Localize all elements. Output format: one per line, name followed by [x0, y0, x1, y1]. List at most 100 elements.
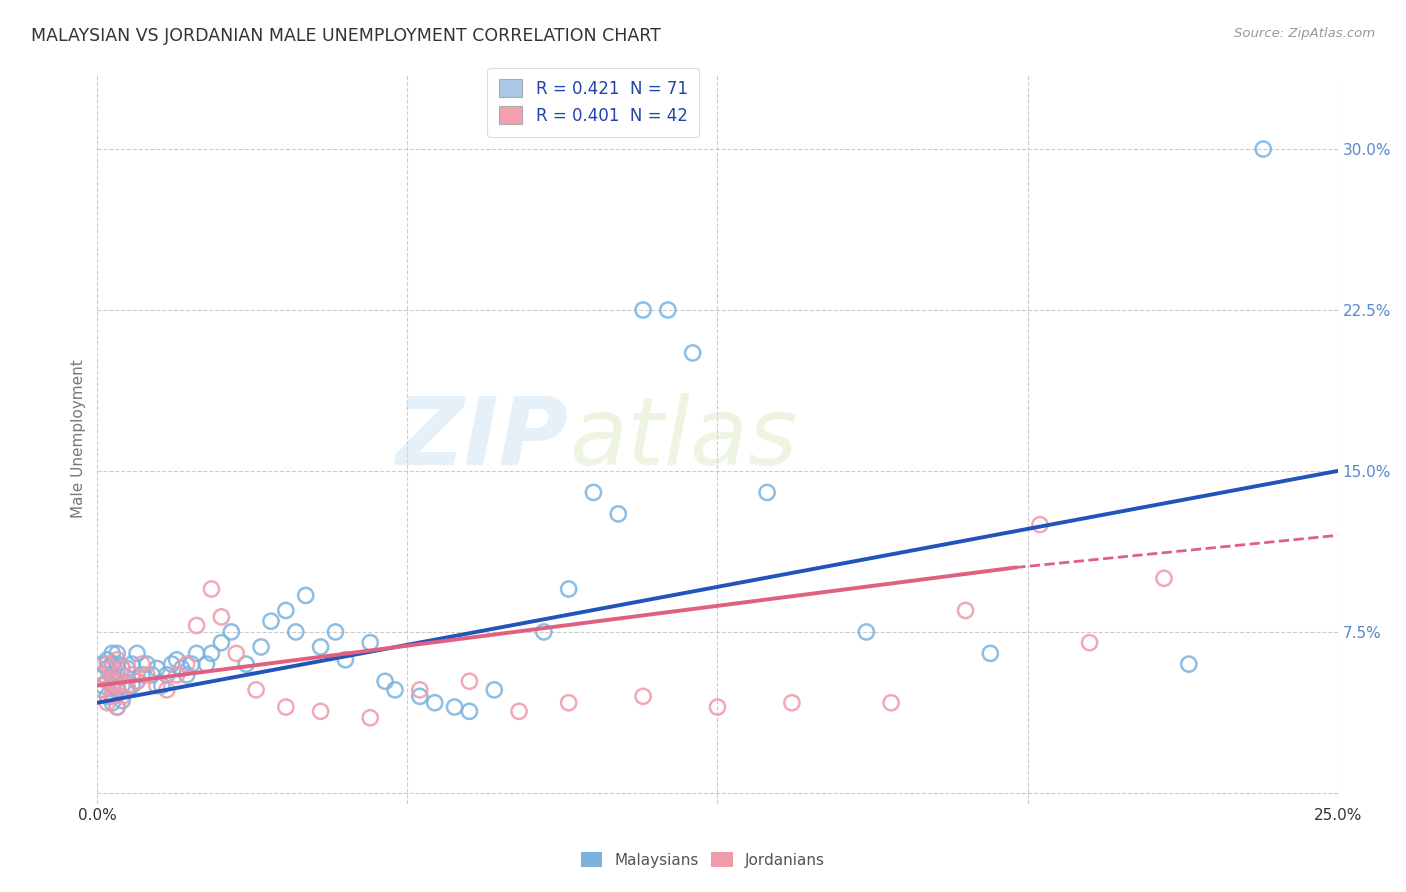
Point [101, 646, 124, 660]
Point [121, 679, 143, 693]
Point [111, 693, 134, 707]
Point [533, 624, 555, 639]
Point [91, 679, 114, 693]
Point [359, 711, 381, 725]
Point [359, 635, 381, 649]
Point [706, 700, 728, 714]
Point [146, 661, 169, 675]
Point [105, 646, 128, 660]
Point [235, 657, 257, 672]
Point [91, 668, 114, 682]
Point [156, 682, 179, 697]
Point [780, 696, 803, 710]
Point [1029, 517, 1052, 532]
Legend: R = 0.421  N = 71, R = 0.401  N = 42: R = 0.421 N = 71, R = 0.401 N = 42 [488, 68, 699, 136]
Point [225, 646, 247, 660]
Point [115, 679, 138, 693]
Point [209, 635, 232, 649]
Point [284, 624, 307, 639]
Point [96, 674, 118, 689]
Point [607, 507, 630, 521]
Point [121, 657, 143, 672]
Point [880, 696, 903, 710]
Point [458, 674, 481, 689]
Point [374, 674, 396, 689]
Text: Source: ZipAtlas.com: Source: ZipAtlas.com [1234, 27, 1375, 40]
Point [105, 657, 128, 672]
Point [423, 696, 446, 710]
Point [150, 679, 173, 693]
Text: atlas: atlas [568, 393, 797, 484]
Point [101, 674, 124, 689]
Point [557, 582, 579, 596]
Point [166, 653, 188, 667]
Point [96, 657, 118, 672]
Legend: Malaysians, Jordanians: Malaysians, Jordanians [575, 846, 831, 873]
Text: MALAYSIAN VS JORDANIAN MALE UNEMPLOYMENT CORRELATION CHART: MALAYSIAN VS JORDANIAN MALE UNEMPLOYMENT… [31, 27, 661, 45]
Point [125, 674, 148, 689]
Point [166, 668, 188, 682]
Point [582, 485, 605, 500]
Point [101, 661, 124, 675]
Point [170, 661, 193, 675]
Point [409, 682, 432, 697]
Point [955, 603, 977, 617]
Point [245, 682, 267, 697]
Point [508, 704, 530, 718]
Point [221, 624, 243, 639]
Y-axis label: Male Unemployment: Male Unemployment [72, 359, 86, 518]
Point [250, 640, 273, 654]
Point [96, 674, 118, 689]
Point [91, 657, 114, 672]
Point [176, 657, 198, 672]
Point [96, 661, 118, 675]
Point [186, 646, 208, 660]
Point [458, 704, 481, 718]
Point [96, 690, 118, 704]
Point [335, 653, 357, 667]
Point [682, 346, 704, 360]
Point [294, 589, 316, 603]
Point [325, 624, 347, 639]
Point [1153, 571, 1175, 585]
Point [111, 690, 134, 704]
Point [121, 668, 143, 682]
Point [101, 679, 124, 693]
Point [855, 624, 877, 639]
Point [131, 657, 153, 672]
Point [756, 485, 779, 500]
Point [384, 682, 406, 697]
Point [105, 682, 128, 697]
Point [443, 700, 465, 714]
Point [131, 668, 153, 682]
Point [101, 668, 124, 682]
Point [209, 610, 232, 624]
Point [160, 657, 183, 672]
Point [111, 661, 134, 675]
Point [136, 668, 159, 682]
Point [105, 679, 128, 693]
Point [115, 682, 138, 697]
Point [309, 704, 332, 718]
Point [260, 614, 283, 628]
Point [1251, 142, 1274, 156]
Point [101, 696, 124, 710]
Point [409, 690, 432, 704]
Point [105, 668, 128, 682]
Point [96, 696, 118, 710]
Point [1178, 657, 1201, 672]
Point [186, 618, 208, 632]
Point [200, 582, 222, 596]
Point [200, 646, 222, 660]
Point [1078, 635, 1101, 649]
Point [274, 603, 297, 617]
Point [484, 682, 506, 697]
Point [146, 679, 169, 693]
Point [141, 668, 163, 682]
Text: ZIP: ZIP [395, 392, 568, 484]
Point [115, 661, 138, 675]
Point [91, 682, 114, 697]
Point [105, 700, 128, 714]
Point [309, 640, 332, 654]
Point [274, 700, 297, 714]
